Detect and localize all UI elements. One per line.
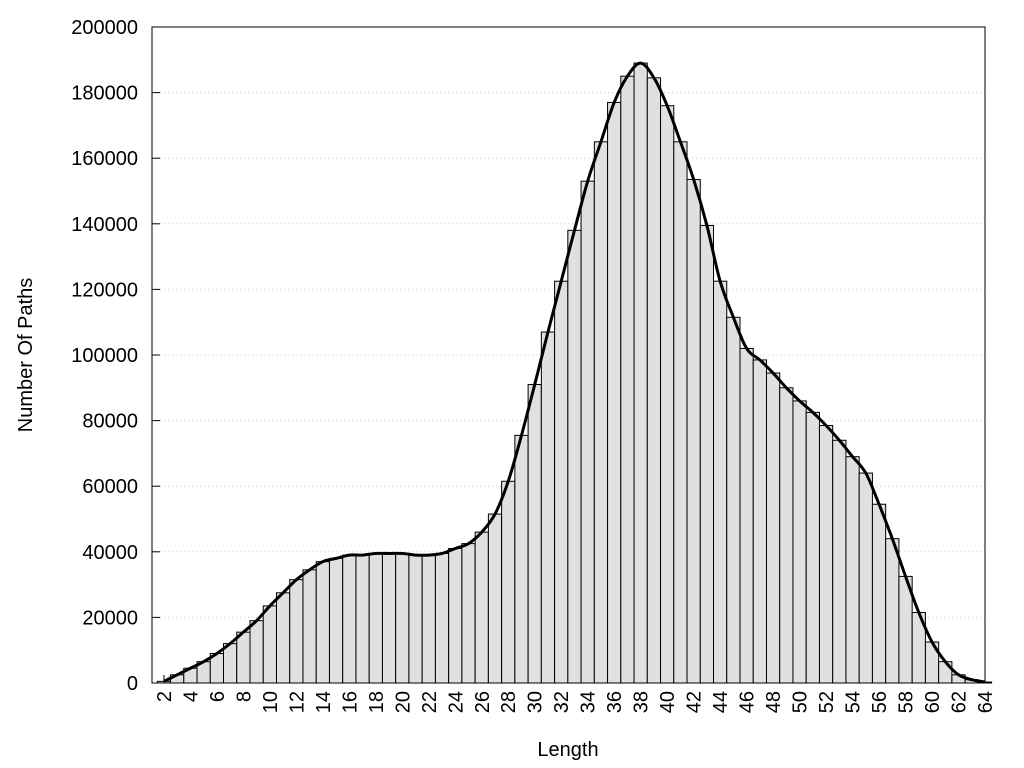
x-tick-label: 64 bbox=[975, 691, 997, 713]
x-tick-label: 26 bbox=[472, 691, 494, 713]
bar bbox=[726, 316, 741, 684]
x-tick-label: 22 bbox=[419, 691, 441, 713]
bar bbox=[871, 503, 887, 684]
x-tick-label: 30 bbox=[525, 691, 547, 713]
bar bbox=[818, 425, 834, 684]
bar bbox=[593, 141, 609, 684]
y-tick-label: 40000 bbox=[82, 542, 138, 564]
bar bbox=[368, 552, 383, 684]
bar bbox=[408, 554, 423, 684]
y-tick-label: 200000 bbox=[71, 17, 138, 39]
x-tick-label: 46 bbox=[737, 691, 759, 713]
y-tick-label: 180000 bbox=[71, 83, 138, 105]
x-tick-label: 48 bbox=[763, 691, 785, 713]
y-tick-label: 160000 bbox=[71, 148, 138, 170]
bar bbox=[395, 552, 410, 684]
bar bbox=[792, 400, 807, 684]
x-tick-label: 28 bbox=[498, 691, 520, 713]
bar bbox=[699, 224, 715, 684]
x-tick-label: 62 bbox=[949, 691, 971, 713]
x-tick-label: 52 bbox=[816, 691, 838, 713]
x-tick-label: 44 bbox=[710, 691, 732, 713]
x-tick-label: 38 bbox=[631, 691, 653, 713]
bar bbox=[713, 280, 728, 684]
bar bbox=[381, 552, 397, 684]
x-tick-label: 32 bbox=[551, 691, 573, 713]
y-tick-label: 120000 bbox=[71, 279, 138, 301]
x-tick-label: 6 bbox=[207, 691, 229, 702]
x-tick-label: 4 bbox=[180, 691, 202, 702]
x-tick-label: 34 bbox=[578, 691, 600, 713]
bar bbox=[805, 411, 820, 684]
bar bbox=[633, 62, 648, 684]
bar bbox=[249, 620, 264, 684]
bar bbox=[421, 554, 436, 684]
plot-frame bbox=[151, 26, 986, 684]
bar bbox=[514, 434, 529, 684]
bar bbox=[328, 557, 344, 684]
bar bbox=[832, 439, 847, 684]
bar bbox=[223, 643, 238, 684]
x-tick-label: 18 bbox=[366, 691, 388, 713]
bar bbox=[858, 472, 873, 684]
bar bbox=[355, 554, 370, 684]
bar bbox=[474, 531, 489, 684]
bar bbox=[302, 569, 317, 684]
bar bbox=[540, 331, 556, 684]
bar bbox=[315, 561, 330, 684]
bar bbox=[342, 554, 357, 684]
bar bbox=[487, 513, 503, 684]
x-tick-label: 36 bbox=[604, 691, 626, 713]
x-tick-label: 60 bbox=[922, 691, 944, 713]
y-tick-label: 0 bbox=[127, 673, 138, 695]
trend-line bbox=[163, 61, 986, 684]
x-tick-label: 54 bbox=[843, 691, 865, 713]
x-tick-label: 16 bbox=[339, 691, 361, 713]
x-tick-label: 2 bbox=[154, 691, 176, 702]
bar bbox=[752, 359, 767, 684]
x-tick-label: 12 bbox=[286, 691, 308, 713]
bar bbox=[620, 75, 635, 684]
x-tick-label: 58 bbox=[896, 691, 918, 713]
x-tick-label: 56 bbox=[869, 691, 891, 713]
bar bbox=[501, 480, 516, 684]
x-tick-label: 50 bbox=[790, 691, 812, 713]
y-axis-label: Number Of Paths bbox=[15, 278, 37, 433]
bar bbox=[289, 579, 304, 684]
bar bbox=[765, 372, 781, 684]
x-axis-label: Length bbox=[537, 739, 598, 761]
bar bbox=[580, 180, 595, 684]
y-tick-label: 80000 bbox=[82, 411, 138, 433]
bar bbox=[686, 179, 701, 684]
y-tick-label: 60000 bbox=[82, 476, 138, 498]
bar bbox=[845, 456, 860, 684]
bar bbox=[779, 387, 794, 684]
bar bbox=[527, 384, 542, 684]
bar bbox=[660, 105, 675, 684]
x-tick-label: 14 bbox=[313, 691, 335, 713]
bar bbox=[646, 77, 662, 684]
x-tick-label: 20 bbox=[392, 691, 414, 713]
bar bbox=[262, 605, 277, 684]
x-tick-label: 8 bbox=[233, 691, 255, 702]
bar bbox=[434, 552, 450, 684]
y-tick-label: 20000 bbox=[82, 607, 138, 629]
x-tick-label: 40 bbox=[657, 691, 679, 713]
x-tick-label: 10 bbox=[260, 691, 282, 713]
x-tick-label: 24 bbox=[445, 691, 467, 713]
bar bbox=[607, 101, 622, 684]
y-tick-label: 100000 bbox=[71, 345, 138, 367]
bar bbox=[567, 229, 582, 684]
bar bbox=[885, 538, 900, 684]
x-tick-label: 42 bbox=[684, 691, 706, 713]
bar bbox=[448, 548, 463, 684]
bar bbox=[739, 347, 754, 684]
bar bbox=[236, 631, 251, 684]
bar bbox=[554, 280, 569, 684]
y-tick-label: 140000 bbox=[71, 214, 138, 236]
bar bbox=[673, 141, 688, 684]
bar bbox=[461, 543, 476, 684]
bar bbox=[275, 592, 291, 684]
